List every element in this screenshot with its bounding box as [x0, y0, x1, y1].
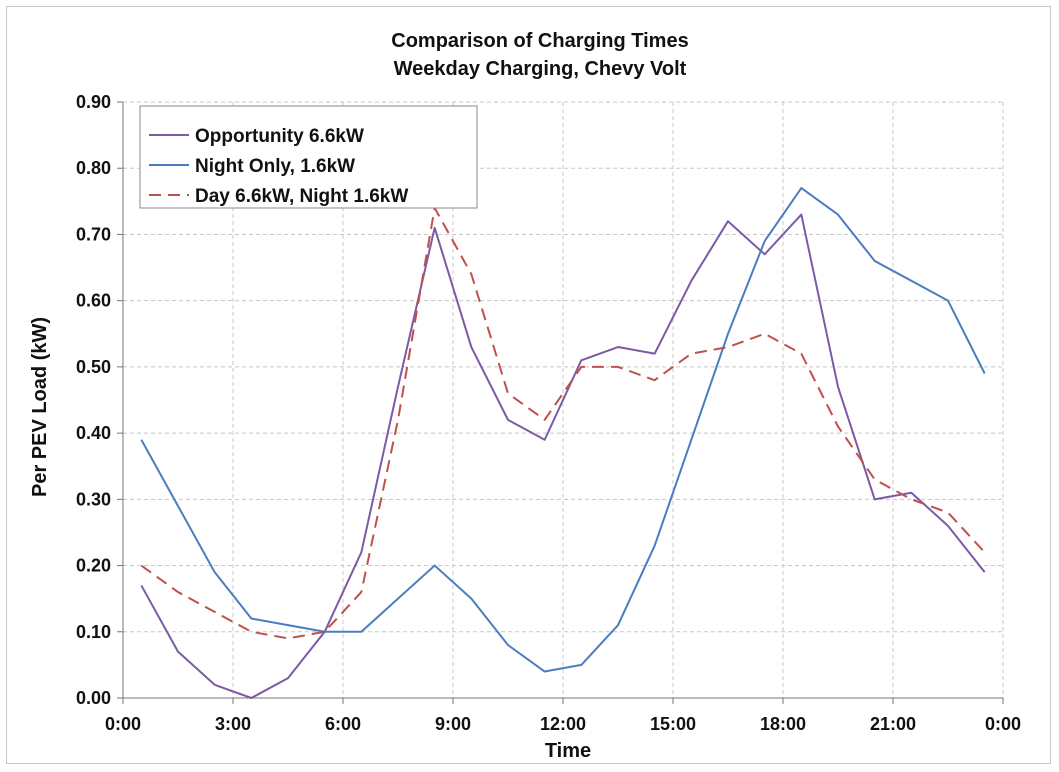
- y-tick-label: 0.50: [76, 357, 111, 377]
- series-lines: [140, 187, 986, 699]
- series-line-3: [140, 206, 986, 640]
- legend-box: [139, 105, 478, 209]
- y-tick-label: 0.70: [76, 224, 111, 244]
- x-tick-label: 15:00: [650, 714, 696, 734]
- x-tick-label: 3:00: [215, 714, 251, 734]
- legend: Opportunity 6.6kW Night Only, 1.6kW Day 6.…: [139, 105, 478, 209]
- chart-subtitle: Weekday Charging, Chevy Volt: [394, 58, 687, 80]
- x-tick-label: 9:00: [435, 714, 471, 734]
- legend-label: Night Only, 1.6kW: [195, 156, 355, 177]
- x-tick-label: 21:00: [870, 714, 916, 734]
- y-tick-label: 0.40: [76, 423, 111, 443]
- y-tick-label: 0.90: [76, 92, 111, 112]
- y-tick-label: 0.80: [76, 158, 111, 178]
- y-tick-label: 0.20: [76, 556, 111, 576]
- x-tick-label: 18:00: [760, 714, 806, 734]
- y-tick-label: 0.60: [76, 291, 111, 311]
- x-tick-label: 0:00: [105, 714, 141, 734]
- series-line-1: [140, 213, 986, 699]
- series-line-2: [140, 187, 986, 673]
- chart-frame: Comparison of Charging Times Weekday Cha…: [6, 6, 1051, 764]
- x-tick-label: 12:00: [540, 714, 586, 734]
- y-tick-label: 0.00: [76, 688, 111, 708]
- y-axis-label: Per PEV Load (kW): [29, 317, 51, 497]
- x-tick-label: 6:00: [325, 714, 361, 734]
- y-tick-labels: 0.00 0.10 0.20 0.30 0.40 0.50 0.60 0.70 0.80 0.90: [76, 92, 111, 708]
- chart-title: Comparison of Charging Times: [391, 30, 688, 52]
- line-chart: Comparison of Charging Times Weekday Cha…: [29, 30, 1021, 762]
- y-tick-label: 0.10: [76, 622, 111, 642]
- legend-label: Day 6.6kW, Night 1.6kW: [195, 186, 408, 207]
- y-tick-label: 0.30: [76, 489, 111, 509]
- x-tick-label: 0:00: [985, 714, 1021, 734]
- x-tick-labels: 0:00 3:00 6:00 9:00 12:00 15:00 18:00 21:00 0:00: [105, 714, 1021, 734]
- legend-label: Opportunity 6.6kW: [195, 126, 364, 147]
- axes: [117, 101, 1004, 704]
- x-axis-label: Time: [545, 740, 591, 762]
